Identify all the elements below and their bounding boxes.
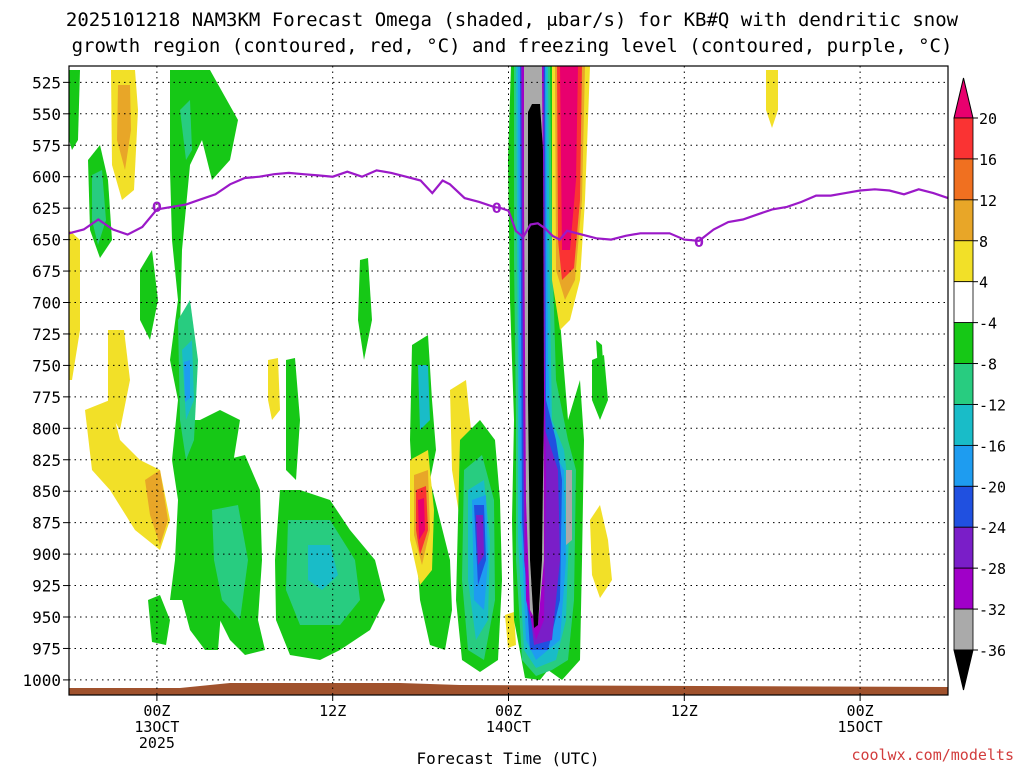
colorbar-swatch	[953, 158, 974, 201]
x-tick-label: 00Z	[495, 702, 522, 720]
omega-contour-green	[358, 258, 372, 360]
omega-contour-yellow	[766, 70, 778, 128]
y-tick-label: 825	[32, 451, 61, 470]
freezing-level-labels: 0 0 0	[152, 200, 704, 251]
colorbar-tick-label: -12	[979, 396, 1006, 414]
omega-contour-magenta	[560, 66, 578, 250]
colorbar-tick-label: 16	[979, 151, 997, 169]
freezing-level-label: 0	[492, 201, 502, 217]
omega-contour-green	[286, 358, 300, 480]
omega-contour-black	[528, 104, 544, 628]
y-tick-label: 625	[32, 199, 61, 218]
omega-contour-magenta	[418, 498, 425, 540]
omega-contour-green	[592, 355, 608, 420]
colorbar-swatch	[953, 77, 974, 119]
x-tick-label: 12Z	[319, 702, 346, 720]
colorbar-tick-label: 20	[979, 110, 997, 128]
x-axis-label: Forecast Time (UTC)	[416, 749, 599, 768]
omega-contour-yellow	[505, 612, 516, 648]
omega-contour-green	[596, 340, 604, 380]
colorbar-swatch	[953, 240, 974, 283]
y-tick-label: 600	[32, 168, 61, 187]
y-tick-label: 800	[32, 419, 61, 438]
colorbar-swatch	[953, 567, 974, 610]
omega-contour-yellow	[85, 400, 170, 550]
omega-contour-teal	[92, 170, 106, 245]
y-tick-label: 550	[32, 105, 61, 124]
freezing-level-line	[68, 169, 949, 243]
grid-lines	[69, 66, 948, 695]
colorbar-tick-label: 12	[979, 192, 997, 210]
colorbar-swatch	[953, 363, 974, 405]
omega-contour-gray	[566, 470, 572, 545]
colorbar-tick-label: -28	[979, 560, 1006, 578]
omega-contour-yellow	[268, 358, 280, 420]
colorbar-tick-label: -32	[979, 601, 1006, 619]
colorbar-tick-label: -24	[979, 519, 1006, 537]
colorbar-swatch	[953, 199, 974, 242]
colorbar-tick-label: -4	[979, 315, 997, 333]
colorbar-swatch	[953, 404, 974, 446]
freezing-level-label: 0	[152, 200, 162, 216]
y-tick-label: 650	[32, 231, 61, 250]
x-tick-label: 2025	[139, 734, 175, 752]
y-tick-label: 700	[32, 294, 61, 313]
y-tick-label: 900	[32, 545, 61, 564]
y-tick-label: 575	[32, 136, 61, 155]
colorbar-tick-label: -36	[979, 642, 1006, 660]
omega-contour-green	[140, 250, 158, 340]
x-tick-label: 14OCT	[486, 718, 531, 736]
colorbar-tick-label: 4	[979, 274, 988, 292]
colorbar-tick-label: -16	[979, 437, 1006, 455]
y-tick-label: 975	[32, 639, 61, 658]
colorbar-swatch	[953, 649, 974, 691]
colorbar-swatch	[953, 485, 974, 528]
omega-contour-orange	[117, 85, 131, 170]
y-tick-label: 1000	[22, 671, 61, 690]
y-tick-label: 950	[32, 608, 61, 627]
omega-contour-green	[69, 70, 80, 150]
y-tick-label: 925	[32, 577, 61, 596]
colorbar: 20 16 12 8 4 -4 -8 -12 -16 -20 -24 -28 -32 -36	[953, 77, 1006, 691]
x-tick-label: 00Z	[847, 702, 874, 720]
omega-contour-green	[148, 595, 170, 645]
y-tick-label: 725	[32, 325, 61, 344]
colorbar-swatch	[953, 526, 974, 569]
y-tick-label: 875	[32, 514, 61, 533]
colorbar-swatch	[953, 444, 974, 487]
y-tick-label: 525	[32, 73, 61, 92]
colorbar-tick-label: -8	[979, 356, 997, 374]
y-axis: 525 550 575 600 625 650 675 700 725 750 775 800 825 8…	[22, 73, 69, 690]
x-tick-label: 15OCT	[838, 718, 883, 736]
omega-contour-teal	[212, 505, 248, 620]
omega-shading	[69, 66, 948, 695]
y-tick-label: 775	[32, 388, 61, 407]
omega-contour-blue	[184, 360, 190, 402]
omega-contour-yellow	[69, 230, 80, 380]
chart-title-line-2: growth region (contoured, red, °C) and f…	[71, 35, 953, 57]
colorbar-swatch	[953, 117, 974, 160]
colorbar-tick-label: -20	[979, 478, 1006, 496]
x-tick-label: 12Z	[671, 702, 698, 720]
omega-contour-teal	[180, 100, 192, 160]
colorbar-swatch	[953, 281, 974, 324]
omega-contour-yellow	[590, 505, 612, 598]
y-tick-label: 675	[32, 262, 61, 281]
omega-contour-cyan	[418, 365, 430, 430]
colorbar-swatch	[953, 608, 974, 651]
omega-contour-cyan	[308, 545, 338, 590]
colorbar-tick-label: 8	[979, 233, 988, 251]
freezing-level-label: 0	[694, 235, 704, 251]
omega-contour-yellow	[108, 330, 130, 430]
x-tick-label: 13OCT	[134, 718, 179, 736]
chart-title-line-1: 2025101218 NAM3KM Forecast Omega (shaded…	[65, 9, 959, 31]
colorbar-swatch	[953, 322, 974, 364]
x-tick-label: 00Z	[143, 702, 170, 720]
omega-contour-purple	[476, 515, 484, 565]
credit-text: coolwx.com/modelts	[851, 746, 1014, 764]
y-tick-label: 850	[32, 482, 61, 501]
y-tick-label: 750	[32, 356, 61, 375]
